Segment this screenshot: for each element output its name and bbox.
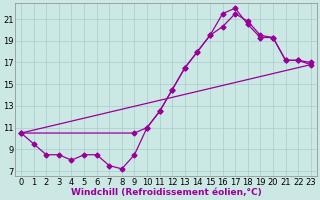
X-axis label: Windchill (Refroidissement éolien,°C): Windchill (Refroidissement éolien,°C) <box>70 188 261 197</box>
